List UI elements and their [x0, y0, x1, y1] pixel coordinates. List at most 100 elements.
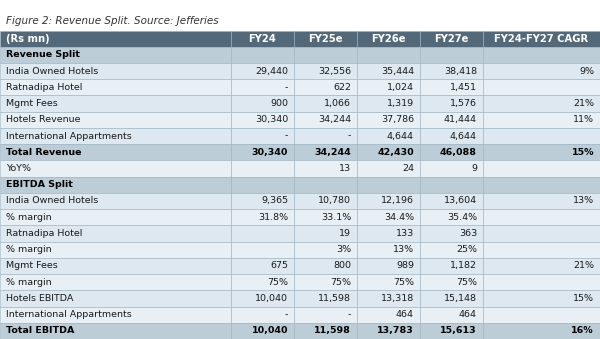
Bar — [231, 306, 294, 323]
Text: 24: 24 — [402, 164, 414, 173]
Text: 10,040: 10,040 — [251, 326, 288, 335]
Bar — [0, 225, 231, 242]
Text: Revenue Split: Revenue Split — [6, 51, 80, 59]
Text: Ratnadipa Hotel: Ratnadipa Hotel — [6, 229, 82, 238]
Bar — [483, 31, 600, 47]
Text: 13,783: 13,783 — [377, 326, 414, 335]
Text: 4,644: 4,644 — [387, 132, 414, 141]
Text: 10,040: 10,040 — [255, 294, 288, 303]
Text: 1,451: 1,451 — [450, 83, 477, 92]
Bar — [357, 160, 420, 177]
Text: 34,244: 34,244 — [314, 148, 351, 157]
Bar — [483, 112, 600, 128]
Bar — [483, 96, 600, 112]
Text: 15%: 15% — [573, 294, 594, 303]
Text: 13%: 13% — [393, 245, 414, 254]
Text: 10,780: 10,780 — [318, 197, 351, 205]
Bar — [231, 96, 294, 112]
Bar — [357, 47, 420, 63]
Bar — [0, 242, 231, 258]
Text: -: - — [284, 310, 288, 319]
Bar — [483, 209, 600, 225]
Text: 75%: 75% — [393, 278, 414, 287]
Bar — [294, 144, 357, 160]
Bar — [483, 306, 600, 323]
Text: 46,088: 46,088 — [440, 148, 477, 157]
Text: FY24-FY27 CAGR: FY24-FY27 CAGR — [494, 34, 589, 44]
Text: YoY%: YoY% — [6, 164, 31, 173]
Bar — [483, 323, 600, 339]
Bar — [420, 79, 483, 96]
Bar — [294, 306, 357, 323]
Bar — [420, 274, 483, 290]
Text: 3%: 3% — [336, 245, 351, 254]
Bar — [0, 79, 231, 96]
Bar — [294, 225, 357, 242]
Text: 800: 800 — [333, 261, 351, 271]
Bar — [357, 128, 420, 144]
Bar — [231, 225, 294, 242]
Text: 19: 19 — [339, 229, 351, 238]
Bar — [231, 31, 294, 47]
Text: 133: 133 — [396, 229, 414, 238]
Text: -: - — [284, 83, 288, 92]
Bar — [483, 128, 600, 144]
Text: 13,318: 13,318 — [381, 294, 414, 303]
Text: 75%: 75% — [267, 278, 288, 287]
Bar — [483, 160, 600, 177]
Text: 11,598: 11,598 — [314, 326, 351, 335]
Bar — [294, 96, 357, 112]
Bar — [294, 290, 357, 306]
Bar — [420, 242, 483, 258]
Bar — [357, 242, 420, 258]
Text: % margin: % margin — [6, 278, 52, 287]
Bar — [0, 96, 231, 112]
Text: India Owned Hotels: India Owned Hotels — [6, 66, 98, 76]
Bar — [357, 193, 420, 209]
Text: Figure 2: Revenue Split. Source: Jefferies: Figure 2: Revenue Split. Source: Jefferi… — [6, 16, 218, 26]
Bar — [0, 128, 231, 144]
Text: -: - — [347, 132, 351, 141]
Bar — [357, 225, 420, 242]
Bar — [483, 79, 600, 96]
Text: 29,440: 29,440 — [255, 66, 288, 76]
Bar — [231, 47, 294, 63]
Text: (Rs mn): (Rs mn) — [6, 34, 50, 44]
Bar — [294, 112, 357, 128]
Bar — [420, 96, 483, 112]
Text: 9: 9 — [471, 164, 477, 173]
Bar — [0, 290, 231, 306]
Text: 16%: 16% — [571, 326, 594, 335]
Bar — [357, 96, 420, 112]
Text: EBITDA Split: EBITDA Split — [6, 180, 73, 189]
Bar — [420, 47, 483, 63]
Bar — [231, 128, 294, 144]
Text: 12,196: 12,196 — [381, 197, 414, 205]
Text: Ratnadipa Hotel: Ratnadipa Hotel — [6, 83, 82, 92]
Bar — [294, 274, 357, 290]
Bar — [231, 177, 294, 193]
Bar — [294, 209, 357, 225]
Text: 4,644: 4,644 — [450, 132, 477, 141]
Text: 38,418: 38,418 — [444, 66, 477, 76]
Text: -: - — [347, 310, 351, 319]
Bar — [0, 63, 231, 79]
Bar — [420, 323, 483, 339]
Bar — [420, 177, 483, 193]
Text: 13: 13 — [339, 164, 351, 173]
Text: Mgmt Fees: Mgmt Fees — [6, 261, 58, 271]
Text: FY24: FY24 — [248, 34, 277, 44]
Bar — [420, 63, 483, 79]
Bar — [420, 31, 483, 47]
Text: FY25e: FY25e — [308, 34, 343, 44]
Text: 30,340: 30,340 — [255, 115, 288, 124]
Bar — [357, 290, 420, 306]
Text: 75%: 75% — [330, 278, 351, 287]
Bar — [483, 47, 600, 63]
Bar — [231, 323, 294, 339]
Bar — [231, 112, 294, 128]
Text: 9,365: 9,365 — [261, 197, 288, 205]
Bar — [0, 306, 231, 323]
Bar — [483, 290, 600, 306]
Bar — [294, 323, 357, 339]
